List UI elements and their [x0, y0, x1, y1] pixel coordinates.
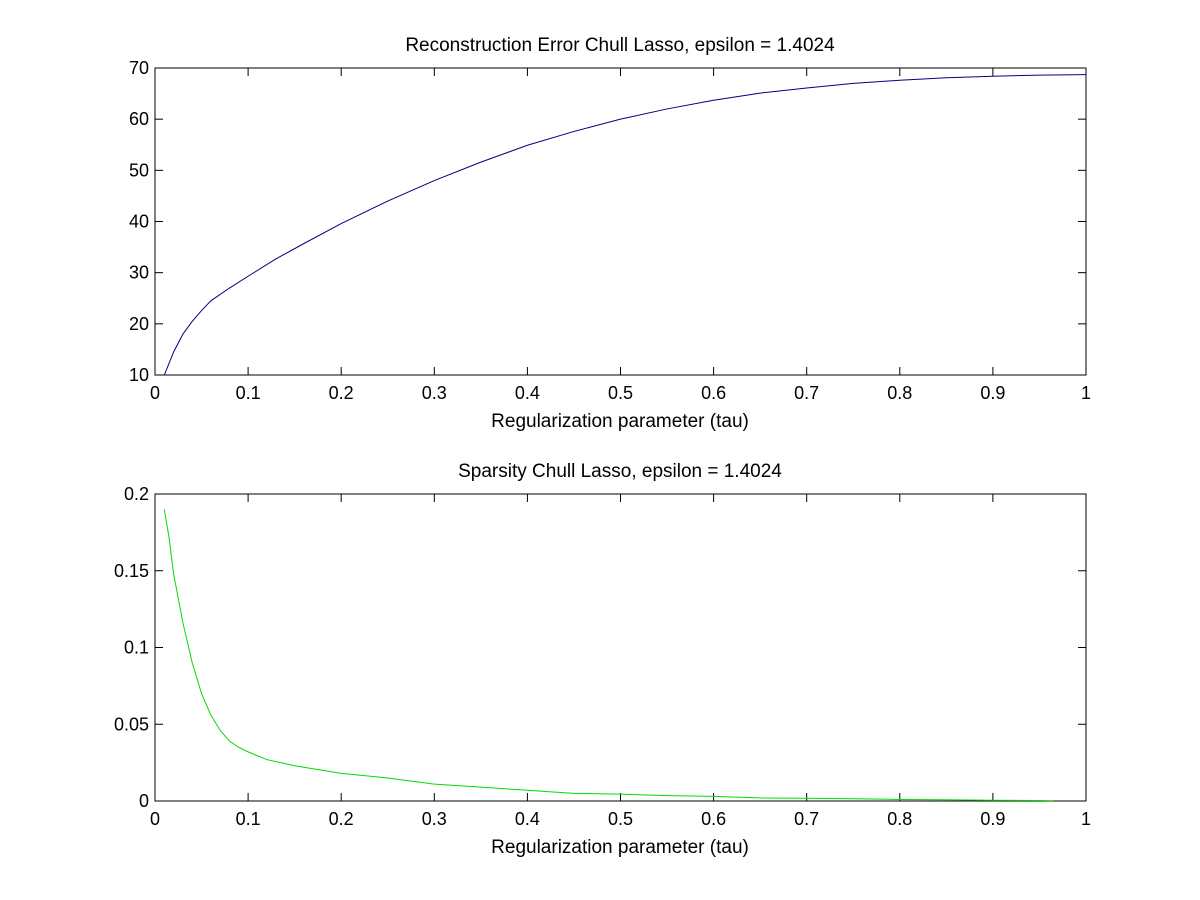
x-tick-label: 1: [1081, 383, 1091, 403]
x-tick-label: 0.4: [515, 809, 540, 829]
chart-title: Reconstruction Error Chull Lasso, epsilo…: [405, 35, 835, 56]
x-tick-label: 0.6: [701, 809, 726, 829]
chart-title: Sparsity Chull Lasso, epsilon = 1.4024: [458, 461, 782, 482]
y-tick-label: 10: [129, 365, 149, 385]
x-tick-label: 0.8: [887, 809, 912, 829]
y-tick-label: 0.2: [124, 484, 149, 504]
x-tick-label: 0.9: [980, 809, 1005, 829]
x-axis-label: Regularization parameter (tau): [491, 837, 749, 858]
y-tick-label: 60: [129, 109, 149, 129]
y-tick-label: 70: [129, 58, 149, 78]
tick-group: 0 0.1 0.2 0.3 0.4 0.5 0.6 0.7 0.8 0.9 1 0 0.05 0.1 0.1…: [114, 484, 1091, 829]
y-tick-label: 40: [129, 212, 149, 232]
tick-group: 0 0.1 0.2 0.3 0.4 0.5 0.6 0.7 0.8 0.9 1 10 20 30 40 50 6…: [129, 58, 1091, 403]
plot-area: [154, 67, 1087, 376]
x-tick-label: 0: [150, 809, 160, 829]
x-tick-label: 0.7: [794, 383, 819, 403]
x-tick-label: 0.3: [422, 809, 447, 829]
plot-area: [154, 493, 1087, 802]
x-tick-label: 0.4: [515, 383, 540, 403]
y-tick-label: 0.05: [114, 714, 149, 734]
x-tick-label: 0.5: [608, 383, 633, 403]
x-tick-label: 0.3: [422, 383, 447, 403]
x-tick-label: 0.8: [887, 383, 912, 403]
y-tick-label: 0.15: [114, 561, 149, 581]
x-tick-label: 0.1: [236, 383, 261, 403]
x-tick-label: 0.2: [329, 383, 354, 403]
y-tick-label: 0: [139, 791, 149, 811]
x-tick-label: 0.5: [608, 809, 633, 829]
x-tick-label: 0: [150, 383, 160, 403]
x-tick-label: 1: [1081, 809, 1091, 829]
x-tick-label: 0.9: [980, 383, 1005, 403]
y-tick-label: 0.1: [124, 638, 149, 658]
y-tick-label: 30: [129, 263, 149, 283]
y-tick-label: 20: [129, 314, 149, 334]
sparsity-chart: Sparsity Chull Lasso, epsilon = 1.4024 0…: [114, 461, 1091, 858]
x-axis-label: Regularization parameter (tau): [491, 411, 749, 432]
y-tick-label: 50: [129, 160, 149, 180]
series-line: [163, 509, 1054, 802]
x-tick-label: 0.2: [329, 809, 354, 829]
x-tick-label: 0.1: [236, 809, 261, 829]
series-line: [163, 74, 1087, 376]
x-tick-label: 0.6: [701, 383, 726, 403]
x-tick-label: 0.7: [794, 809, 819, 829]
reconstruction-error-chart: Reconstruction Error Chull Lasso, epsilo…: [129, 35, 1091, 432]
